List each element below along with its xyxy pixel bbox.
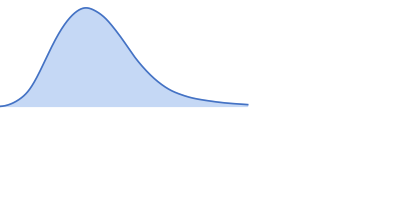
Polygon shape [0,8,248,106]
